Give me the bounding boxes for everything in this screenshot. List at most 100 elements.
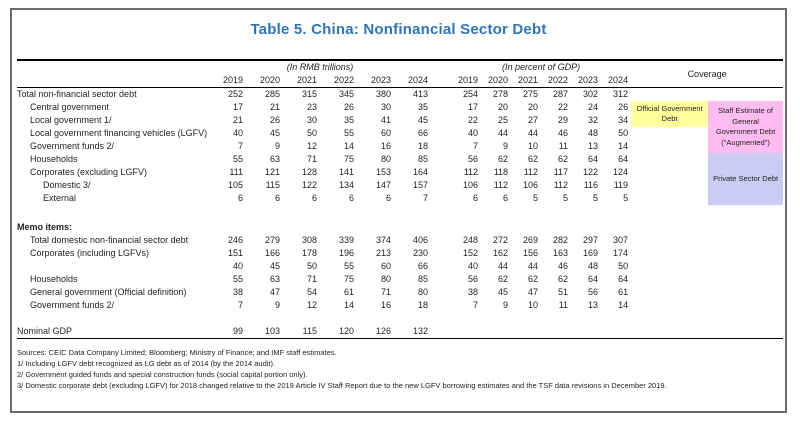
value-cell: 26 [618, 102, 629, 112]
value-cell: 29 [558, 115, 569, 125]
value-cell: 71 [306, 154, 317, 164]
value-cell: 126 [357, 325, 394, 339]
value-cell: 62 [558, 274, 569, 284]
header-empty [17, 59, 209, 74]
value-cell: 40 [468, 128, 479, 138]
value-cell: 6 [503, 193, 509, 203]
value-cell: 285 [264, 89, 280, 99]
value-cell: 75 [343, 154, 354, 164]
value-cell: 41 [380, 115, 391, 125]
value-cell: 54 [306, 287, 317, 297]
gap-cell [431, 260, 451, 273]
table-row: Total domestic non-financial sector debt… [17, 234, 783, 247]
value-cell: 132 [394, 325, 432, 339]
value-cell: 115 [265, 180, 280, 190]
row-label: Total domestic non-financial sector debt [30, 235, 189, 245]
value-cell: 44 [528, 128, 539, 138]
value-cell: 14 [343, 141, 354, 151]
value-cell: 40 [468, 261, 479, 271]
value-cell: 13 [588, 141, 599, 151]
value-cell: 105 [227, 180, 243, 190]
year-header: 2022 [541, 74, 572, 88]
value-cell: 230 [413, 248, 429, 258]
value-cell: 128 [301, 167, 317, 177]
value-cell: 45 [269, 128, 280, 138]
value-cell: 35 [418, 102, 429, 112]
value-cell: 66 [418, 128, 429, 138]
gap-cell [431, 286, 451, 299]
value-cell: 32 [588, 115, 599, 125]
row-label: Central government [30, 102, 110, 112]
value-cell: 5 [533, 193, 539, 203]
coverage-empty [631, 234, 783, 247]
row-label: External [43, 193, 77, 203]
value-cell: 50 [618, 261, 629, 271]
value-cell: 5 [623, 193, 629, 203]
value-cell: 47 [269, 287, 280, 297]
table-row: 40 45 50 55 60 66 40 44 44 46 48 50 [17, 260, 783, 273]
table-title: Table 5. China: Nonfinancial Sector Debt [250, 21, 547, 38]
year-header: 2023 [571, 74, 602, 88]
value-cell: 6 [348, 193, 354, 203]
value-cell: 16 [380, 141, 391, 151]
year-header: 2022 [320, 74, 357, 88]
value-cell: 61 [618, 287, 629, 297]
value-cell: 119 [613, 180, 629, 190]
value-cell: 62 [558, 154, 569, 164]
value-cell: 112 [523, 167, 539, 177]
value-cell: 85 [418, 274, 429, 284]
value-cell: 116 [583, 180, 599, 190]
year-header: 2020 [481, 74, 512, 88]
value-cell: 75 [343, 274, 354, 284]
value-cell: 13 [588, 300, 599, 310]
value-cell: 71 [380, 287, 391, 297]
coverage-empty [631, 179, 708, 192]
value-cell: 64 [588, 274, 599, 284]
value-cell: 85 [418, 154, 429, 164]
value-cell: 40 [232, 261, 243, 271]
spacer [17, 205, 783, 221]
value-cell: 7 [473, 300, 479, 310]
row-label: Nominal GDP [17, 325, 209, 339]
value-cell: 16 [380, 300, 391, 310]
value-cell: 25 [498, 115, 509, 125]
row-label: Households [30, 154, 78, 164]
gap-cell [431, 101, 451, 114]
value-cell: 121 [264, 167, 280, 177]
gap-cell [431, 153, 451, 166]
value-cell: 163 [553, 248, 569, 258]
table-row: Local government financing vehicles (LGF… [17, 127, 783, 140]
value-cell: 35 [343, 115, 354, 125]
value-cell: 44 [498, 261, 509, 271]
value-cell: 18 [418, 141, 429, 151]
coverage-empty [631, 88, 708, 102]
table-row: Households 55 63 71 75 80 85 56 62 62 62… [17, 153, 784, 205]
value-cell: 339 [338, 235, 354, 245]
coverage-empty [631, 166, 708, 179]
table-row: Total non-financial sector debt 252 285 … [17, 88, 783, 102]
value-cell: 60 [380, 261, 391, 271]
value-cell: 106 [463, 180, 479, 190]
gap-cell [431, 166, 451, 179]
gap-cell [431, 325, 452, 339]
value-cell: 112 [553, 180, 569, 190]
value-cell: 112 [463, 167, 479, 177]
spacer-row [17, 312, 783, 325]
value-cell: 14 [618, 300, 629, 310]
value-cell: 147 [375, 180, 391, 190]
value-cell: 6 [473, 193, 479, 203]
value-cell: 80 [380, 154, 391, 164]
value-cell: 315 [301, 89, 317, 99]
coverage-empty [631, 192, 708, 205]
value-cell: 71 [306, 274, 317, 284]
spacer [17, 312, 783, 325]
value-cell: 122 [583, 167, 599, 177]
gap-cell [431, 273, 451, 286]
value-cell: 112 [493, 180, 509, 190]
value-cell: 22 [558, 102, 569, 112]
value-cell: 46 [558, 261, 569, 271]
value-cell: 248 [463, 235, 479, 245]
row-label: Households [30, 274, 78, 284]
value-cell: 44 [528, 261, 539, 271]
year-header: 2024 [394, 74, 432, 88]
